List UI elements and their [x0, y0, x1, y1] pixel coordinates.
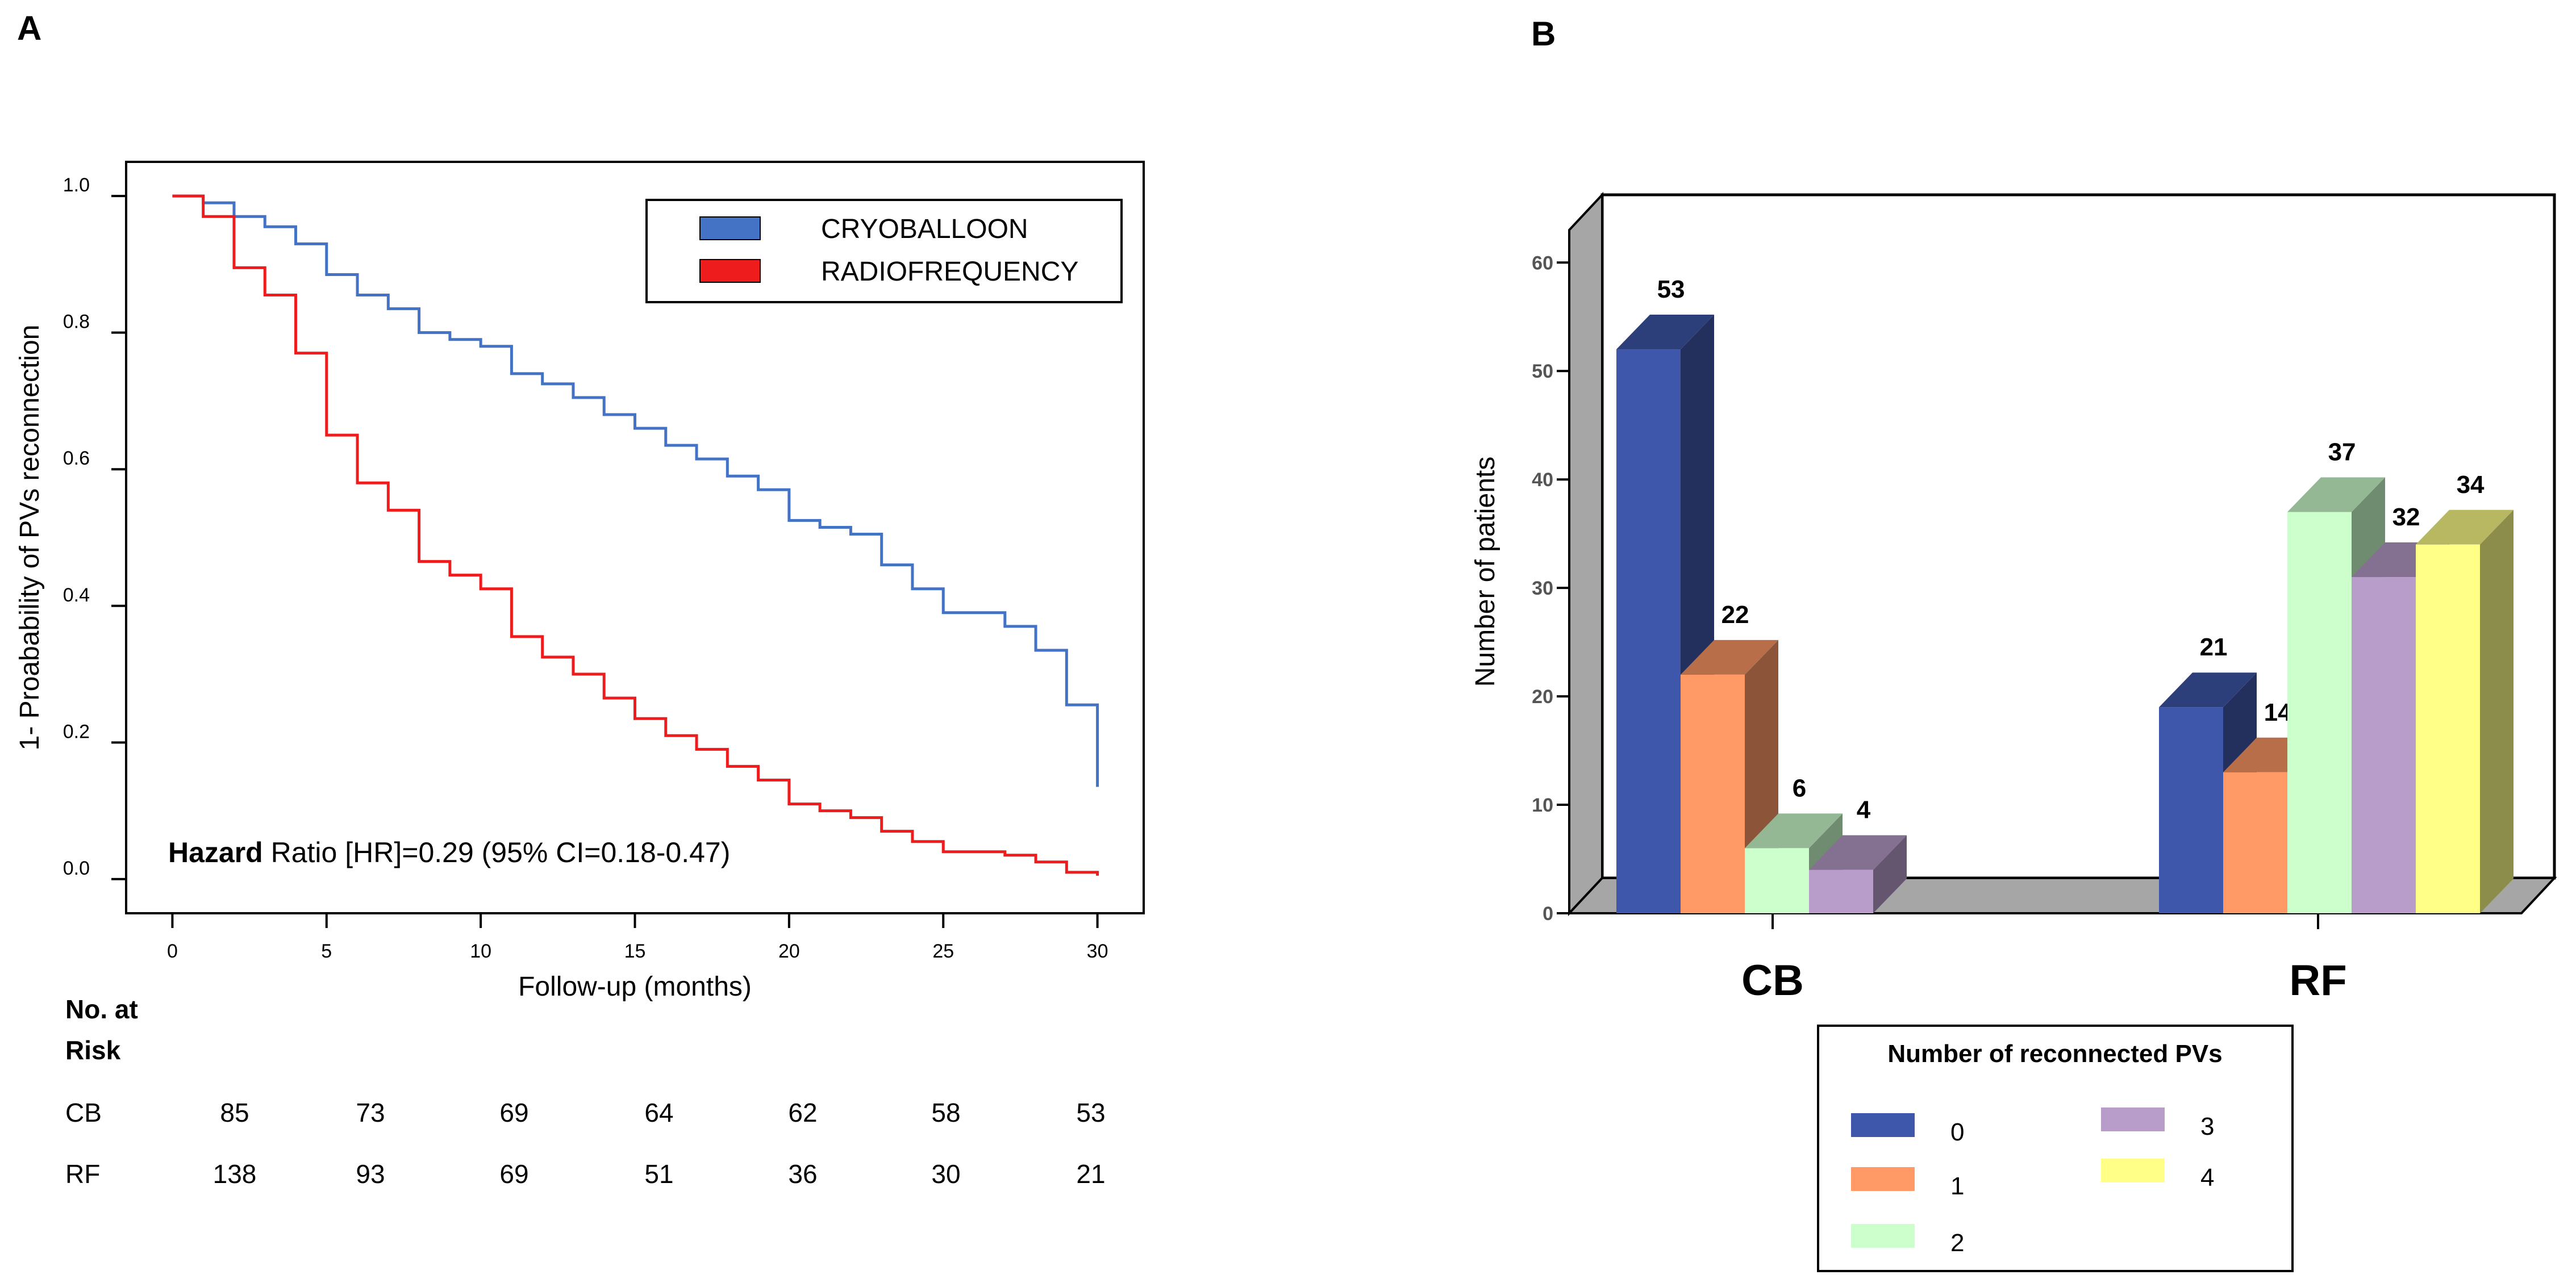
- data-label: 34: [2457, 471, 2485, 499]
- x-tick-label: 0: [167, 941, 178, 962]
- legend-swatch-cryoballoon: [699, 216, 761, 240]
- legend-label-0: 0: [1950, 1118, 1964, 1146]
- y-tick-label: 0: [1543, 903, 1553, 925]
- bar-cb-1: [1681, 674, 1745, 913]
- x-tick-label: 15: [624, 941, 646, 962]
- series-line-cryoballoon: [172, 194, 1099, 787]
- risk-cell: 62: [788, 1098, 817, 1127]
- risk-cell: 53: [1076, 1098, 1105, 1127]
- risk-cell: 85: [220, 1098, 249, 1127]
- data-label: 6: [1793, 774, 1806, 802]
- risk-row-label: CB: [65, 1098, 102, 1127]
- hazard-ratio-text: Ratio [HR]=0.29 (95% CI=0.18-0.47): [263, 837, 731, 868]
- y-tick-label: 0.6: [63, 448, 90, 469]
- data-label: 22: [1721, 601, 1749, 629]
- legend-title: Number of reconnected PVs: [1887, 1040, 2222, 1068]
- y-axis-title: Number of patients: [1470, 457, 1500, 687]
- y-tick-label: 60: [1532, 252, 1553, 274]
- x-tick-label: 10: [470, 941, 491, 962]
- data-label: 4: [1857, 796, 1871, 824]
- y-tick-label: 30: [1532, 578, 1553, 599]
- bar-top: [2416, 509, 2514, 545]
- hazard-ratio-bold: Hazard: [168, 837, 263, 868]
- y-tick-label: 1.0: [63, 174, 90, 196]
- y-tick-label: 0.8: [63, 311, 90, 333]
- risk-cell: 138: [213, 1159, 257, 1189]
- y-tick-label: 0.0: [63, 858, 90, 879]
- bar-side: [1873, 835, 1907, 913]
- category-label-rf: RF: [2289, 956, 2346, 1005]
- risk-cell: 51: [644, 1159, 673, 1189]
- bar-cb-2: [1745, 848, 1809, 913]
- bar-rf-4: [2416, 544, 2480, 913]
- y-axis-title: 1- Proabability of PVs reconnection: [15, 325, 45, 751]
- bar-cb-0: [1616, 349, 1681, 913]
- bar-rf-1: [2223, 772, 2287, 913]
- x-tick-label: 5: [321, 941, 332, 962]
- bar-top: [1616, 315, 1714, 350]
- risk-cell: 30: [931, 1159, 960, 1189]
- risk-cell: 58: [931, 1098, 960, 1127]
- side-wall: [1568, 191, 1603, 917]
- bar-rf-2: [2287, 512, 2352, 913]
- hazard-ratio-annotation: Hazard Ratio [HR]=0.29 (95% CI=0.18-0.47…: [168, 837, 730, 868]
- legend-label-3: 3: [2200, 1113, 2214, 1140]
- bar-top: [1809, 835, 1907, 870]
- risk-cell: 93: [356, 1159, 385, 1189]
- legend-label-4: 4: [2200, 1164, 2214, 1192]
- series-line-radiofrequency: [172, 194, 1099, 876]
- bar-rf-3: [2352, 577, 2416, 913]
- legend-swatch-1: [1851, 1167, 1915, 1191]
- bar-cb-3: [1809, 870, 1873, 913]
- y-tick-label: 0.4: [63, 584, 90, 606]
- y-tick-label: 10: [1532, 795, 1553, 816]
- km-chart: 0 5 10 15 20 25 30 0.0 0.2 0.4 0.6 0.8 1.0 Follow-up …: [15, 161, 1145, 1189]
- risk-cell: 69: [499, 1098, 528, 1127]
- legend-swatch-4: [2101, 1159, 2165, 1182]
- risk-cell: 73: [356, 1098, 385, 1127]
- risk-header-line2: Risk: [65, 1035, 121, 1065]
- panel-a-label: A: [17, 9, 41, 47]
- legend-swatch-0: [1851, 1113, 1915, 1137]
- legend-label-2: 2: [1950, 1229, 1964, 1257]
- x-tick-label: 30: [1087, 941, 1108, 962]
- bar-side: [2480, 509, 2514, 913]
- legend: CRYOBALLOON RADIOFREQUENCY: [645, 199, 1123, 303]
- risk-cell: 36: [788, 1159, 817, 1189]
- risk-header-line1: No. at: [65, 994, 138, 1024]
- x-axis-title: Follow-up (months): [518, 972, 752, 1002]
- legend-label-1: 1: [1950, 1172, 1964, 1200]
- risk-cell: 64: [644, 1098, 673, 1127]
- risk-row-label: RF: [65, 1159, 100, 1189]
- bar-top: [1745, 813, 1843, 849]
- x-tick-label: 25: [932, 941, 954, 962]
- risk-cell: 21: [1076, 1159, 1105, 1189]
- bar-top: [1681, 640, 1778, 675]
- data-label: 14: [2264, 699, 2292, 726]
- y-tick-label: 0.2: [63, 721, 90, 742]
- legend-label-cryoballoon: CRYOBALLOON: [821, 214, 1028, 244]
- bar-rf-0: [2159, 707, 2223, 913]
- legend-swatch-radiofrequency: [699, 259, 761, 283]
- risk-cell: 69: [499, 1159, 528, 1189]
- x-tick-label: 20: [778, 941, 800, 962]
- y-tick-label: 40: [1532, 469, 1553, 491]
- category-label-cb: CB: [1741, 956, 1804, 1005]
- bar-top: [2159, 672, 2257, 708]
- panel-b-label: B: [1531, 15, 1556, 53]
- legend-label-radiofrequency: RADIOFREQUENCY: [821, 257, 1078, 287]
- legend-swatch-2: [1851, 1224, 1915, 1248]
- y-tick-label: 50: [1532, 361, 1553, 382]
- data-label: 53: [1657, 275, 1685, 303]
- data-label: 32: [2392, 503, 2420, 531]
- data-label: 37: [2328, 438, 2356, 466]
- legend-swatch-3: [2101, 1107, 2165, 1131]
- legend: Number of reconnected PVs 0 1 2 3 4: [1817, 1025, 2294, 1272]
- data-label: 21: [2200, 633, 2228, 661]
- bar-top: [2287, 477, 2385, 512]
- y-tick-label: 20: [1532, 686, 1553, 708]
